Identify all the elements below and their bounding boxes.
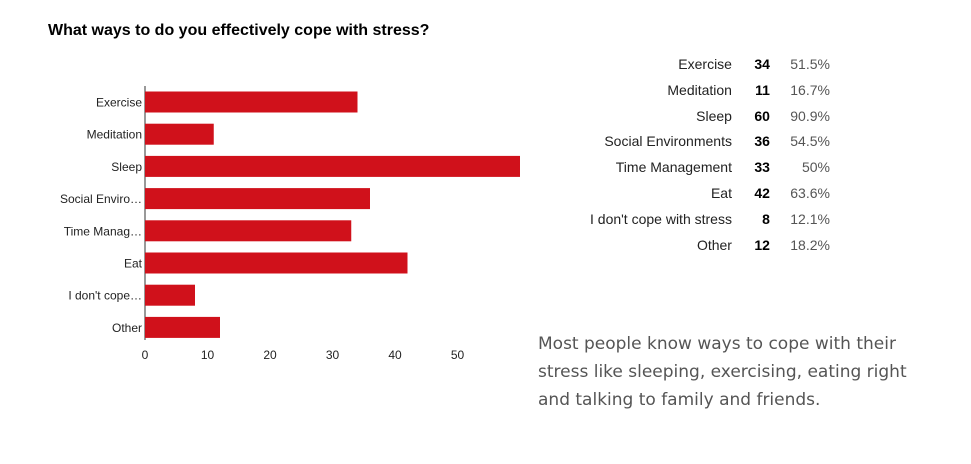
x-tick-label: 10 <box>201 348 215 362</box>
summary-percent: 63.6% <box>790 184 830 201</box>
summary-percent: 16.7% <box>790 81 830 98</box>
x-tick-label: 50 <box>451 348 465 362</box>
category-label: Sleep <box>111 160 142 174</box>
category-label: I don't cope… <box>68 289 142 303</box>
summary-row: Eat 42 63.6% <box>590 181 830 207</box>
summary-count: 11 <box>755 81 770 98</box>
summary-percent: 54.5% <box>790 133 830 150</box>
chart-title: What ways to do you effectively cope wit… <box>48 22 430 39</box>
summary-count: 42 <box>754 184 770 201</box>
summary-row: Social Environments 36 54.5% <box>590 129 830 155</box>
bar <box>145 188 370 210</box>
category-label: Time Manag… <box>64 224 142 238</box>
bar <box>145 91 358 113</box>
bar <box>145 252 408 274</box>
category-label: Eat <box>124 257 143 271</box>
category-label: Meditation <box>87 128 142 142</box>
summary-percent: 90.9% <box>790 107 830 124</box>
summary-count: 36 <box>754 133 770 150</box>
summary-label: I don't cope with stress <box>590 210 732 227</box>
summary-label: Exercise <box>678 56 732 72</box>
summary-count: 34 <box>754 56 770 72</box>
x-tick-label: 0 <box>142 348 149 362</box>
bar <box>145 316 220 338</box>
summary-row: Other 12 18.2% <box>590 233 830 259</box>
summary-percent: 50% <box>801 159 830 176</box>
x-tick-label: 30 <box>326 348 340 362</box>
description-text: Most people know ways to cope with their… <box>538 334 907 410</box>
summary-percent: 18.2% <box>790 236 830 253</box>
summary-label: Other <box>696 236 732 253</box>
summary-label: Eat <box>710 184 732 201</box>
category-label: Other <box>112 321 142 335</box>
summary-percent: 51.5% <box>790 56 830 72</box>
bar <box>145 123 214 145</box>
summary-row: I don't cope with stress 8 12.1% <box>590 207 830 233</box>
summary-table: Exercise 34 51.5% Meditation 11 16.7% Sleep 60 9… <box>590 52 830 258</box>
summary-count: 12 <box>754 236 770 253</box>
summary-row: Meditation 11 16.7% <box>590 78 830 104</box>
summary-row: Exercise 34 51.5% <box>590 52 830 78</box>
summary-label: Social Environments <box>604 133 732 150</box>
summary-label: Sleep <box>696 107 732 124</box>
category-label: Exercise <box>96 96 142 110</box>
bar <box>145 220 352 242</box>
summary-row: Sleep 60 90.9% <box>590 104 830 130</box>
summary-count: 33 <box>754 159 770 176</box>
summary-count: 60 <box>754 107 770 124</box>
bar <box>145 284 195 306</box>
summary-label: Meditation <box>667 81 732 98</box>
summary-count: 8 <box>762 210 770 227</box>
x-tick-label: 40 <box>388 348 402 362</box>
bar <box>145 155 520 177</box>
x-tick-label: 20 <box>263 348 277 362</box>
summary-percent: 12.1% <box>790 210 830 227</box>
summary-label: Time Management <box>615 159 732 176</box>
category-label: Social Enviro… <box>60 192 142 206</box>
summary-row: Time Management 33 50% <box>590 155 830 181</box>
